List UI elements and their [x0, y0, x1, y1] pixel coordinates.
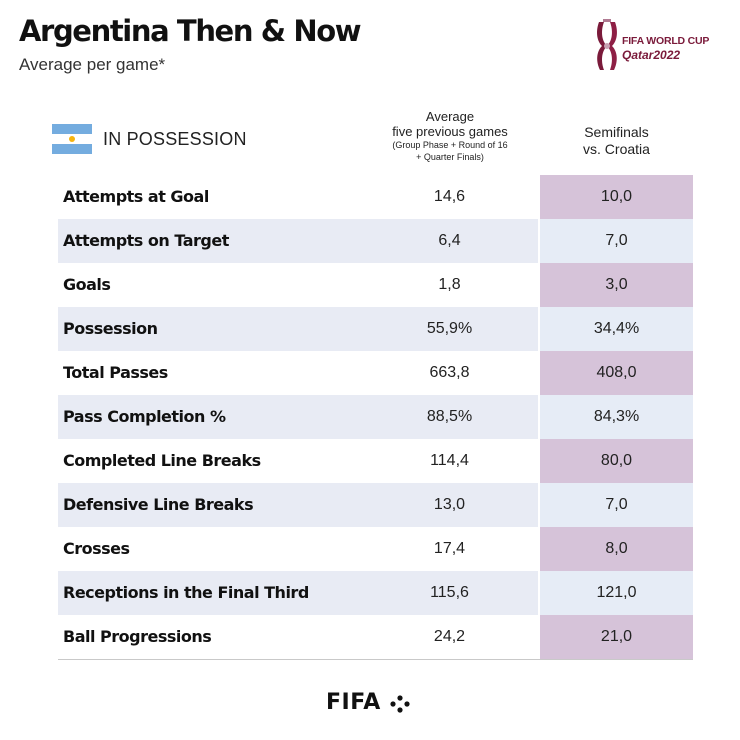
section-label: IN POSSESSION: [103, 129, 247, 149]
world-cup-logo: FIFA WORLD CUP Qatar2022: [594, 18, 724, 76]
stat-semifinal-value: 408,0: [540, 351, 693, 395]
fifa-dots-icon: [390, 695, 410, 713]
stat-label: Ball Progressions: [63, 627, 212, 646]
page-subtitle: Average per game*: [19, 55, 166, 74]
column-header-previous-line4: + Quarter Finals): [416, 152, 484, 162]
stat-semifinal-value: 8,0: [540, 527, 693, 571]
world-cup-title: FIFA WORLD CUP: [622, 35, 710, 47]
world-cup-host: Qatar2022: [622, 48, 681, 62]
stat-semifinal-value: 21,0: [540, 615, 693, 659]
stat-label: Defensive Line Breaks: [58, 483, 361, 527]
table-divider: [58, 659, 693, 660]
stat-previous-value: 1,8: [438, 276, 461, 293]
column-header-previous-line3: (Group Phase + Round of 16: [392, 140, 508, 150]
table-row: Receptions in the Final Third 115,6 121,…: [58, 571, 693, 615]
stat-semifinal-value: 7,0: [540, 483, 693, 527]
table-row: Total Passes 663,8 408,0: [58, 351, 693, 395]
stat-previous-value: 13,0: [361, 483, 538, 527]
fifa-logo: FIFA: [326, 690, 381, 715]
column-header-previous: Average five previous games (Group Phase…: [362, 109, 538, 163]
column-header-semifinal-line2: vs. Croatia: [583, 141, 650, 157]
stat-semifinal-value: 7,0: [540, 219, 693, 263]
stat-label: Total Passes: [63, 363, 168, 382]
column-header-semifinal-line1: Semifinals: [584, 124, 649, 140]
world-cup-emblem-icon: [597, 19, 617, 70]
stat-label: Crosses: [63, 539, 130, 558]
stat-label: Pass Completion %: [58, 395, 361, 439]
stat-semifinal-value: 10,0: [540, 175, 693, 219]
stat-previous-value: 114,4: [430, 452, 469, 469]
stat-semifinal-value: 34,4%: [540, 307, 693, 351]
argentina-flag-icon: [52, 124, 92, 154]
table-row: Ball Progressions 24,2 21,0: [58, 615, 693, 659]
table-row: Attempts at Goal 14,6 10,0: [58, 175, 693, 219]
stat-semifinal-value: 3,0: [540, 263, 693, 307]
stat-previous-value: 6,4: [361, 219, 538, 263]
stat-semifinal-value: 84,3%: [540, 395, 693, 439]
stat-previous-value: 88,5%: [361, 395, 538, 439]
stats-table: Attempts at Goal 14,6 10,0 Attempts on T…: [58, 175, 693, 659]
stat-previous-value: 663,8: [429, 364, 470, 381]
stat-previous-value: 24,2: [433, 628, 466, 645]
table-row: Attempts on Target 6,4 7,0: [58, 219, 693, 263]
stat-semifinal-value: 80,0: [540, 439, 693, 483]
table-row: Goals 1,8 3,0: [58, 263, 693, 307]
stat-label: Goals: [63, 275, 111, 294]
table-row: Crosses 17,4 8,0: [58, 527, 693, 571]
page-title: Argentina Then & Now: [19, 14, 362, 48]
table-row: Pass Completion % 88,5% 84,3%: [58, 395, 693, 439]
column-header-semifinal: Semifinals vs. Croatia: [540, 124, 693, 158]
table-row: Completed Line Breaks 114,4 80,0: [58, 439, 693, 483]
stat-label: Receptions in the Final Third: [58, 571, 361, 615]
stat-label: Attempts at Goal: [63, 187, 209, 206]
stat-previous-value: 17,4: [433, 540, 466, 557]
stat-label: Attempts on Target: [58, 219, 361, 263]
stat-semifinal-value: 121,0: [540, 571, 693, 615]
column-header-previous-line1: Average: [425, 109, 475, 124]
table-row: Defensive Line Breaks 13,0 7,0: [58, 483, 693, 527]
column-header-previous-line2: five previous games: [392, 124, 508, 139]
stat-label: Completed Line Breaks: [63, 451, 261, 470]
stat-label: Possession: [58, 307, 361, 351]
stat-previous-value: 115,6: [361, 571, 538, 615]
stat-previous-value: 55,9%: [361, 307, 538, 351]
table-row: Possession 55,9% 34,4%: [58, 307, 693, 351]
stat-previous-value: 14,6: [433, 188, 466, 205]
